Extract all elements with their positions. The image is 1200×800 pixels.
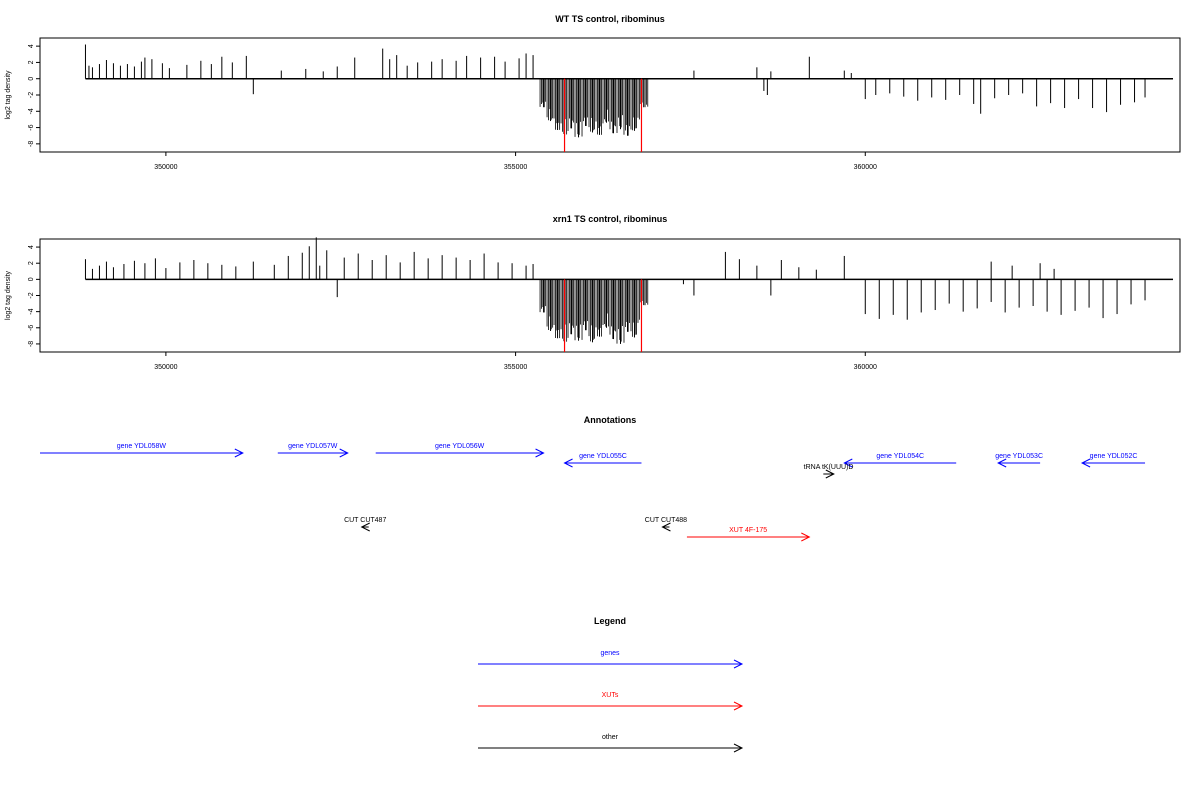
arrow-head-icon: [801, 532, 811, 542]
annotation-features: gene YDL058W gene YDL057W gene YDL056W gene…: [40, 443, 1146, 542]
legend-panel: Legend genes XUTs other: [478, 616, 744, 753]
legend-title: Legend: [594, 616, 626, 626]
y-tick-label: 0: [28, 77, 35, 81]
feature-label: gene YDL058W: [117, 443, 167, 450]
plot-xrn1-ts-control: xrn1 TS control, ribominus -8 -6 -4 -2 0 2 4 log…: [5, 214, 1181, 371]
y-tick-label: -8: [28, 141, 35, 147]
arrow-head-icon: [234, 448, 244, 458]
x-tick-label: 355000: [504, 364, 527, 371]
arrow-head-icon: [997, 458, 1007, 468]
y-tick-label: -6: [28, 325, 35, 331]
arrow-head-icon: [825, 469, 835, 479]
annotation-feature: gene YDL057W: [277, 443, 349, 458]
y-tick-label: 4: [28, 44, 35, 48]
arrow-head-icon: [1080, 458, 1091, 468]
feature-label: CUT CUT488: [645, 517, 687, 524]
legend-items: genes XUTs other: [478, 650, 744, 753]
y-axis-label: log2 tag density: [5, 270, 12, 320]
x-tick-label: 350000: [154, 364, 177, 371]
y-tick-label: 2: [28, 60, 35, 64]
x-tick-label: 360000: [854, 164, 877, 171]
feature-label: CUT CUT487: [344, 517, 386, 524]
annotation-feature: gene YDL054C: [843, 453, 957, 468]
annotation-feature: gene YDL056W: [375, 443, 545, 458]
arrow-head-icon: [733, 659, 744, 669]
x-tick-label: 360000: [854, 364, 877, 371]
arrow-head-icon: [535, 448, 545, 458]
y-axis-label: log2 tag density: [5, 70, 12, 120]
legend-item: other: [478, 734, 744, 753]
feature-label: tRNA tK(UUU)D: [804, 464, 854, 471]
arrow-head-icon: [733, 743, 744, 753]
y-tick-label: -4: [28, 108, 35, 114]
legend-label: genes: [600, 650, 620, 657]
arrow-head-icon: [733, 701, 744, 711]
annotation-feature: gene YDL052C: [1080, 453, 1146, 468]
y-tick-label: -2: [28, 292, 35, 298]
annotation-feature: CUT CUT488: [645, 517, 687, 532]
plot-title: xrn1 TS control, ribominus: [553, 214, 668, 224]
arrow-head-icon: [843, 458, 853, 468]
legend-label: other: [602, 734, 619, 741]
x-tick-label: 350000: [154, 164, 177, 171]
plot-title: WT TS control, ribominus: [555, 14, 665, 24]
annotation-feature: gene YDL053C: [995, 453, 1043, 468]
arrow-head-icon: [360, 522, 370, 532]
feature-label: gene YDL057W: [288, 443, 338, 450]
arrow-head-icon: [661, 522, 671, 532]
y-tick-label: -6: [28, 124, 35, 130]
annotation-feature: XUT 4F-175: [686, 527, 811, 542]
annotation-feature: gene YDL058W: [40, 443, 244, 458]
feature-label: gene YDL052C: [1090, 453, 1138, 460]
feature-label: gene YDL054C: [876, 453, 924, 460]
feature-label: XUT 4F-175: [729, 527, 767, 534]
y-tick-label: -2: [28, 92, 35, 98]
feature-label: gene YDL053C: [995, 453, 1043, 460]
annotations-panel: Annotations gene YDL058W gene YDL057W gene…: [40, 415, 1146, 542]
annotation-feature: tRNA tK(UUU)D: [804, 464, 854, 479]
x-tick-label: 355000: [504, 164, 527, 171]
legend-item: XUTs: [478, 692, 744, 711]
y-tick-label: 2: [28, 261, 35, 265]
y-tick-label: 0: [28, 277, 35, 281]
feature-label: gene YDL056W: [435, 443, 485, 450]
plot-wt-ts-control: WT TS control, ribominus -8 -6 -4 -2 0 2 4 log2 …: [5, 14, 1181, 171]
annotation-feature: gene YDL055C: [563, 453, 642, 468]
arrow-head-icon: [339, 448, 349, 458]
legend-label: XUTs: [602, 692, 619, 699]
y-tick-label: -4: [28, 308, 35, 314]
y-tick-label: -8: [28, 341, 35, 347]
legend-item: genes: [478, 650, 744, 669]
y-tick-label: 4: [28, 245, 35, 249]
arrow-head-icon: [563, 458, 573, 468]
annotation-feature: CUT CUT487: [344, 517, 386, 532]
annotations-title: Annotations: [584, 415, 637, 425]
feature-label: gene YDL055C: [579, 453, 627, 460]
